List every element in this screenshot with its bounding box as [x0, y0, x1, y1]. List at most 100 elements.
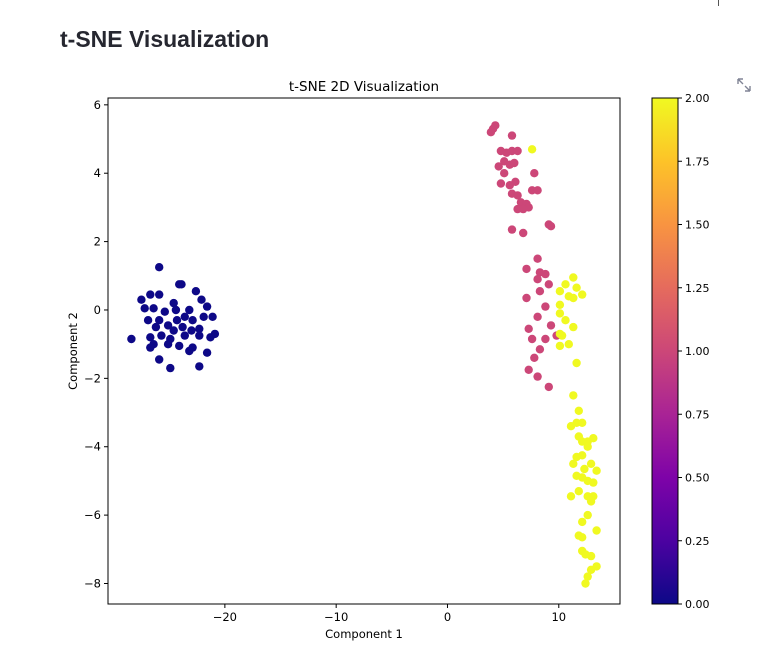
- data-point: [510, 158, 519, 168]
- data-point: [544, 280, 553, 289]
- data-point: [195, 324, 204, 333]
- data-point: [569, 459, 578, 468]
- data-point: [586, 565, 596, 574]
- data-point: [146, 290, 155, 299]
- data-point: [513, 146, 522, 156]
- scatter-points: [127, 121, 601, 588]
- data-point: [187, 326, 196, 335]
- data-point: [592, 526, 601, 535]
- fullscreen-expand-icon[interactable]: [736, 77, 752, 93]
- data-point: [533, 275, 542, 284]
- data-point: [496, 179, 506, 188]
- data-point: [557, 331, 567, 340]
- data-point: [146, 343, 155, 352]
- data-point: [569, 273, 578, 282]
- data-point: [175, 341, 184, 351]
- data-point: [199, 312, 208, 321]
- data-point: [143, 316, 153, 325]
- page-title: t-SNE Visualization: [60, 26, 270, 52]
- data-point: [564, 340, 573, 349]
- data-point: [555, 287, 565, 296]
- colorbar-ticks: 0.00 0.25 0.50 0.75 1.00 1.25 1.50 1.75 2.00: [678, 92, 710, 611]
- data-point: [163, 321, 173, 330]
- data-point: [555, 309, 565, 318]
- data-point: [169, 326, 178, 335]
- data-point: [160, 307, 169, 316]
- data-point: [155, 290, 164, 299]
- chart-title: t-SNE 2D Visualization: [289, 79, 439, 95]
- data-point: [541, 302, 550, 311]
- data-point: [195, 362, 204, 371]
- data-point: [511, 177, 520, 186]
- x-axis: −20 −10 0 10: [213, 604, 566, 624]
- y-tick-label: −2: [84, 371, 101, 385]
- data-point: [163, 340, 173, 349]
- x-tick-label: 10: [551, 610, 566, 624]
- data-point: [527, 145, 537, 154]
- data-point: [566, 492, 576, 501]
- data-point: [530, 169, 539, 178]
- data-point: [578, 517, 587, 527]
- data-point: [149, 304, 158, 313]
- data-point: [578, 418, 587, 427]
- data-point: [586, 459, 596, 468]
- data-point: [146, 333, 155, 342]
- data-point: [535, 345, 545, 354]
- data-point: [524, 324, 533, 333]
- x-axis-label: Component 1: [325, 627, 403, 641]
- data-point: [541, 334, 550, 344]
- data-point: [583, 442, 592, 451]
- data-point: [188, 316, 197, 325]
- data-point: [155, 355, 164, 364]
- data-point: [583, 510, 592, 520]
- y-tick-label: 0: [94, 303, 101, 317]
- data-point: [519, 228, 528, 238]
- data-point: [578, 437, 587, 446]
- colorbar-tick-label: 2.00: [685, 92, 710, 105]
- data-point: [555, 341, 565, 351]
- colorbar-tick-label: 1.00: [685, 345, 710, 358]
- data-point: [530, 353, 539, 362]
- data-point: [195, 331, 204, 340]
- data-point: [572, 283, 581, 292]
- data-point: [578, 533, 587, 542]
- data-point: [544, 382, 553, 392]
- data-point: [572, 358, 581, 368]
- data-point: [555, 300, 565, 309]
- data-point: [592, 466, 601, 475]
- y-tick-label: −6: [84, 508, 101, 522]
- data-point: [546, 321, 556, 330]
- data-point: [533, 312, 542, 321]
- data-point: [572, 452, 581, 462]
- data-point: [522, 264, 531, 274]
- data-point: [574, 487, 583, 496]
- data-point: [574, 406, 583, 415]
- data-point: [151, 322, 161, 332]
- data-point: [157, 331, 166, 340]
- colorbar-tick-label: 1.75: [685, 155, 710, 168]
- data-point: [175, 280, 184, 289]
- data-point: [578, 290, 587, 299]
- data-point: [178, 322, 187, 332]
- data-point: [180, 331, 189, 340]
- data-point: [583, 572, 592, 581]
- data-point: [140, 304, 149, 313]
- data-point: [586, 551, 596, 561]
- data-point: [488, 124, 498, 133]
- data-point: [589, 434, 598, 443]
- colorbar-tick-label: 0.25: [685, 535, 710, 548]
- data-point: [569, 322, 578, 332]
- data-point: [522, 293, 531, 303]
- data-point: [171, 305, 181, 315]
- data-point: [127, 334, 136, 344]
- data-point: [561, 316, 570, 325]
- colorbar-tick-label: 1.25: [685, 282, 710, 295]
- x-tick-label: −10: [324, 610, 348, 624]
- colorbar-tick-label: 1.50: [685, 219, 710, 232]
- x-tick-label: 0: [444, 610, 451, 624]
- colorbar-tick-label: 0.50: [685, 472, 710, 485]
- data-point: [206, 333, 215, 342]
- colorbar: [651, 97, 679, 605]
- data-point: [535, 287, 545, 296]
- data-point: [569, 391, 578, 400]
